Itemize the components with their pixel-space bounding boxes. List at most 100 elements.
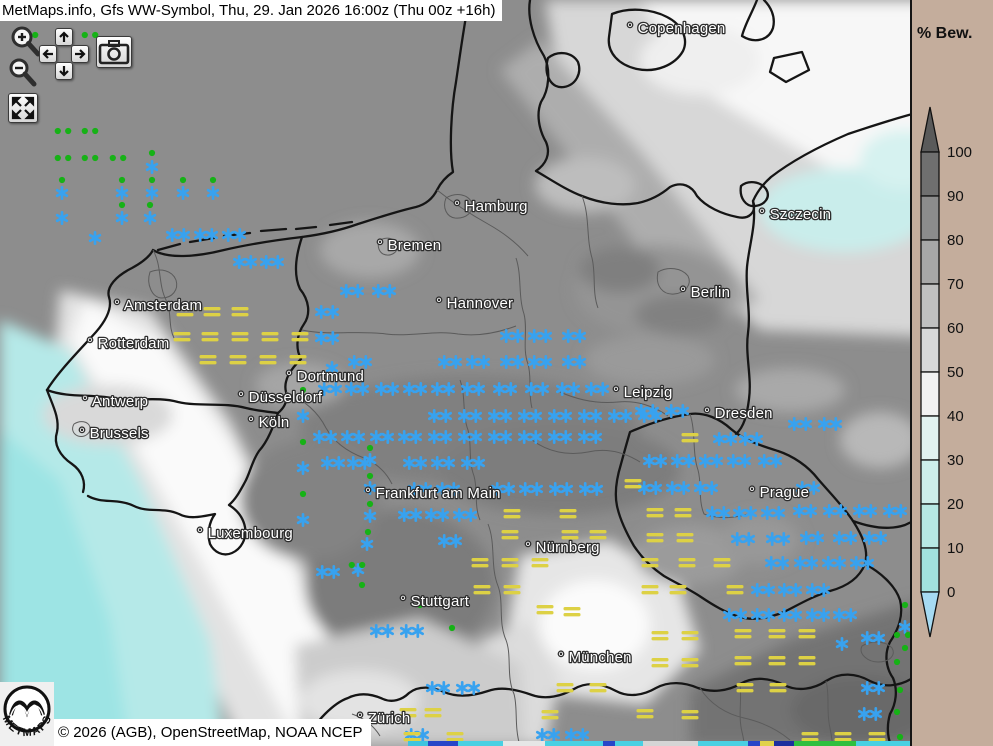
drizzle-symbol (81, 154, 99, 162)
fog-symbol (641, 585, 659, 595)
drizzle-symbol (118, 201, 126, 209)
fog-symbol (713, 558, 731, 568)
fog-symbol (399, 708, 417, 718)
fog-symbol (868, 732, 886, 742)
pan-up-button[interactable] (55, 28, 73, 46)
fog-symbol (231, 332, 249, 342)
fog-symbol (541, 710, 559, 720)
arrow-up-icon (59, 31, 69, 42)
fog-symbol (736, 683, 754, 693)
camera-icon (98, 39, 130, 64)
metmaps-logo[interactable]: METMAPS (0, 682, 54, 746)
legend-tick: 40 (947, 408, 964, 425)
fog-symbol (556, 683, 574, 693)
legend-segment (920, 415, 940, 461)
fog-symbol (203, 307, 221, 317)
fog-symbol (681, 631, 699, 641)
drizzle-symbol (109, 154, 127, 162)
drizzle-symbol (299, 386, 307, 394)
legend-segment (920, 239, 940, 285)
fog-symbol (734, 629, 752, 639)
fog-symbol (681, 710, 699, 720)
legend-tick: 90 (947, 188, 964, 205)
drizzle-symbol (901, 601, 909, 609)
fog-symbol (536, 605, 554, 615)
fog-symbol (798, 629, 816, 639)
legend-arrow-bottom (920, 591, 940, 638)
fog-symbol (501, 530, 519, 540)
legend-tick: 50 (947, 364, 964, 381)
pan-left-button[interactable] (39, 45, 57, 63)
drizzle-symbol (366, 500, 374, 508)
copyright-text: © 2026 (AGB), OpenStreetMap, NOAA NCEP (54, 719, 371, 746)
plus-icon (18, 33, 26, 41)
city-label: ° Leipzig (613, 384, 673, 401)
drizzle-symbol (358, 581, 366, 589)
legend-arrow-top (920, 106, 940, 153)
zoom-in-button[interactable] (8, 25, 44, 59)
drizzle-symbol (118, 176, 126, 184)
screenshot-button[interactable] (96, 36, 132, 68)
fog-symbol (473, 585, 491, 595)
drizzle-symbol (148, 149, 156, 157)
fog-symbol (624, 479, 642, 489)
fog-symbol (201, 332, 219, 342)
pan-down-button[interactable] (55, 62, 73, 80)
legend-tick: 20 (947, 496, 964, 513)
fog-symbol (471, 558, 489, 568)
drizzle-symbol (299, 438, 307, 446)
fog-symbol (563, 607, 581, 617)
fog-symbol (798, 656, 816, 666)
fog-symbol (199, 355, 217, 365)
fog-symbol (646, 533, 664, 543)
pan-right-button[interactable] (71, 45, 89, 63)
fullscreen-button[interactable] (8, 93, 38, 123)
fog-symbol (769, 683, 787, 693)
legend-tick: 70 (947, 276, 964, 293)
legend-segment (920, 503, 940, 549)
drizzle-symbol (146, 201, 154, 209)
city-label: ° Frankfurt am Main (365, 485, 501, 502)
fog-symbol (589, 530, 607, 540)
bottom-edge-strip (408, 741, 910, 746)
city-label: ° Amsterdam (114, 297, 202, 314)
fog-symbol (289, 355, 307, 365)
fog-symbol (446, 732, 464, 742)
fog-symbol (424, 708, 442, 718)
drizzle-symbol (179, 176, 187, 184)
drizzle-symbol (904, 631, 912, 639)
fog-symbol (503, 585, 521, 595)
drizzle-symbol (416, 601, 424, 609)
zoom-out-button[interactable] (6, 58, 40, 88)
city-label: ° Copenhagen (627, 20, 725, 37)
fog-symbol (646, 508, 664, 518)
city-label: ° Rotterdam (87, 335, 169, 352)
fog-symbol (561, 530, 579, 540)
arrow-left-icon (42, 49, 53, 59)
fog-symbol (559, 509, 577, 519)
legend-tick: 10 (947, 540, 964, 557)
fog-symbol (678, 558, 696, 568)
legend-title: % Bew. (917, 25, 973, 42)
city-label: ° Antwerp (82, 393, 148, 410)
fog-symbol (503, 509, 521, 519)
title-bar: MetMaps.info, Gfs WW-Symbol, Thu, 29. Ja… (0, 0, 503, 21)
drizzle-symbol (893, 658, 901, 666)
fog-symbol (259, 355, 277, 365)
fog-symbol (651, 658, 669, 668)
legend-tick: 80 (947, 232, 964, 249)
drizzle-symbol (148, 176, 156, 184)
legend-panel: % Bew. 100 90 80 70 60 50 40 30 20 10 0 (910, 0, 993, 746)
fog-symbol (176, 307, 194, 317)
fog-symbol (681, 433, 699, 443)
fog-symbol (669, 585, 687, 595)
drizzle-symbol (209, 176, 217, 184)
fog-symbol (641, 558, 659, 568)
city-label: ° Dresden (704, 405, 773, 422)
drizzle-symbol (896, 733, 904, 741)
city-label: ° Hannover (436, 295, 513, 312)
expand-arrows-icon (11, 96, 35, 120)
drizzle-symbol (364, 528, 372, 536)
